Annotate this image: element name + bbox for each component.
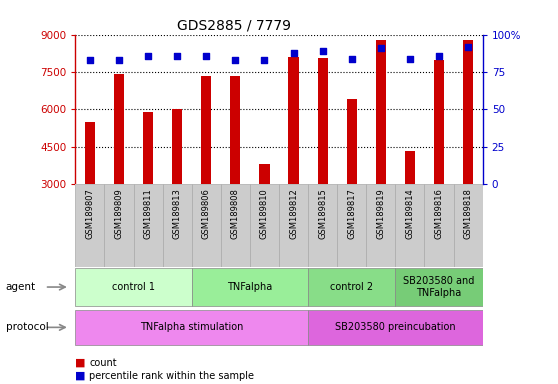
- Bar: [259, 164, 270, 184]
- Text: SB203580 and
TNFalpha: SB203580 and TNFalpha: [403, 276, 475, 298]
- Bar: [405, 151, 415, 184]
- Text: GSM189808: GSM189808: [231, 189, 240, 239]
- Text: agent: agent: [6, 282, 36, 292]
- Point: [231, 57, 240, 63]
- Point: [260, 57, 269, 63]
- Bar: [337, 184, 366, 267]
- Bar: [308, 310, 483, 345]
- Bar: [250, 184, 279, 267]
- Bar: [425, 184, 454, 267]
- Text: GSM189813: GSM189813: [172, 189, 182, 239]
- Text: ■: ■: [75, 358, 86, 368]
- Point: [289, 50, 298, 56]
- Text: percentile rank within the sample: percentile rank within the sample: [89, 371, 254, 381]
- Bar: [230, 76, 240, 184]
- Bar: [463, 40, 473, 184]
- Point: [173, 53, 182, 59]
- Text: GSM189807: GSM189807: [85, 189, 94, 239]
- Text: GSM189811: GSM189811: [143, 189, 152, 239]
- Bar: [75, 310, 308, 345]
- Bar: [104, 184, 133, 267]
- Point: [114, 57, 123, 63]
- Text: SB203580 preincubation: SB203580 preincubation: [335, 322, 456, 333]
- Text: GSM189806: GSM189806: [202, 189, 211, 239]
- Bar: [221, 184, 250, 267]
- Text: TNFalpha stimulation: TNFalpha stimulation: [140, 322, 243, 333]
- Bar: [75, 268, 192, 306]
- Bar: [192, 268, 308, 306]
- Bar: [288, 57, 299, 184]
- Point: [347, 55, 356, 61]
- Point: [143, 53, 152, 59]
- Text: GSM189809: GSM189809: [114, 189, 123, 239]
- Bar: [347, 99, 357, 184]
- Text: control 2: control 2: [330, 282, 373, 292]
- Point: [85, 57, 94, 63]
- Text: ■: ■: [75, 371, 86, 381]
- Text: protocol: protocol: [6, 322, 49, 333]
- Text: GSM189818: GSM189818: [464, 189, 473, 239]
- Bar: [114, 74, 124, 184]
- Point: [377, 45, 386, 51]
- Bar: [396, 184, 425, 267]
- Bar: [434, 60, 444, 184]
- Bar: [308, 184, 337, 267]
- Bar: [75, 184, 104, 267]
- Text: GSM189812: GSM189812: [289, 189, 298, 239]
- Bar: [143, 112, 153, 184]
- Text: GSM189814: GSM189814: [406, 189, 415, 239]
- Point: [202, 53, 211, 59]
- Bar: [396, 268, 483, 306]
- Text: count: count: [89, 358, 117, 368]
- Text: control 1: control 1: [112, 282, 155, 292]
- Bar: [318, 58, 328, 184]
- Bar: [366, 184, 396, 267]
- Point: [318, 48, 327, 54]
- Text: GDS2885 / 7779: GDS2885 / 7779: [177, 18, 291, 32]
- Bar: [454, 184, 483, 267]
- Bar: [85, 122, 95, 184]
- Text: GSM189816: GSM189816: [435, 189, 444, 239]
- Bar: [192, 184, 221, 267]
- Text: GSM189815: GSM189815: [318, 189, 327, 239]
- Text: GSM189819: GSM189819: [376, 189, 386, 239]
- Point: [406, 55, 415, 61]
- Bar: [201, 76, 211, 184]
- Bar: [162, 184, 192, 267]
- Bar: [172, 109, 182, 184]
- Text: GSM189817: GSM189817: [347, 189, 356, 239]
- Point: [464, 43, 473, 50]
- Bar: [133, 184, 162, 267]
- Point: [435, 53, 444, 59]
- Bar: [308, 268, 396, 306]
- Bar: [376, 40, 386, 184]
- Text: GSM189810: GSM189810: [260, 189, 269, 239]
- Bar: [279, 184, 308, 267]
- Text: TNFalpha: TNFalpha: [227, 282, 272, 292]
